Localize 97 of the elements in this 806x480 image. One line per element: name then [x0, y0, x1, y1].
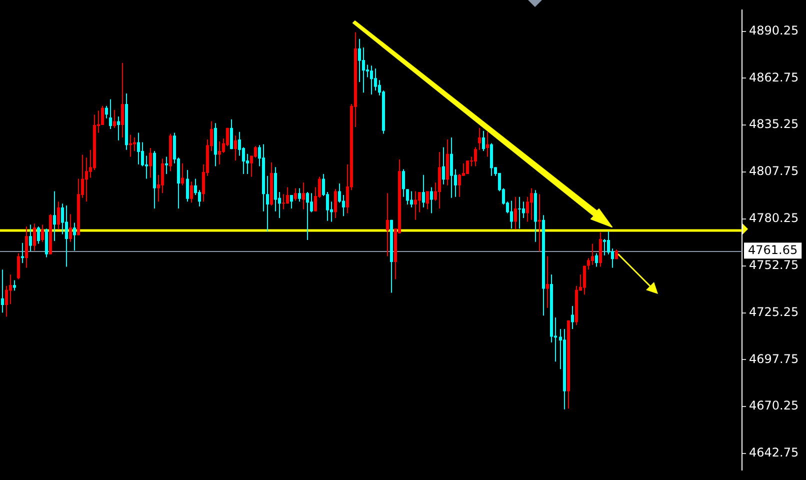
- candlestick: [17, 252, 20, 280]
- y-tick-label: 4890.25: [749, 23, 799, 38]
- candlestick: [37, 226, 40, 244]
- candlestick: [113, 109, 116, 128]
- candlestick: [13, 280, 16, 292]
- candlestick: [121, 62, 124, 138]
- candlestick: [230, 118, 233, 150]
- candlestick: [583, 265, 586, 296]
- candlestick: [430, 186, 433, 214]
- candlestick: [526, 196, 529, 222]
- candlestick: [298, 188, 301, 202]
- candlestick: [85, 157, 88, 202]
- candlestick: [607, 230, 610, 255]
- y-tick-label: 4807.75: [749, 164, 799, 178]
- candlestick: [1, 269, 4, 314]
- candlestick: [57, 201, 60, 230]
- candlestick: [41, 224, 44, 242]
- candlestick: [5, 285, 8, 318]
- candlestick: [310, 192, 313, 213]
- candlestick: [161, 158, 164, 194]
- y-tick-label: 4642.75: [749, 446, 799, 460]
- candlestick: [282, 194, 285, 210]
- candlestick: [133, 136, 136, 152]
- candlestick: [165, 156, 168, 174]
- candlestick: [482, 130, 485, 152]
- candlestick: [514, 196, 517, 230]
- candlestick: [21, 242, 24, 264]
- candlestick: [25, 226, 28, 268]
- candlestick: [290, 194, 293, 209]
- candlestick: [302, 182, 305, 210]
- candlestick: [198, 190, 201, 207]
- ref-line-label: 4761.65: [748, 242, 798, 257]
- candlestick: [546, 256, 549, 308]
- candlestick: [65, 205, 68, 268]
- candlestick: [450, 136, 453, 198]
- candlestick: [422, 174, 425, 208]
- candlestick: [591, 243, 594, 266]
- candlestick: [109, 98, 112, 130]
- y-tick-label: 4862.75: [749, 70, 799, 84]
- candlestick: [141, 142, 144, 167]
- candlestick: [362, 47, 365, 94]
- candlestick: [442, 146, 445, 185]
- candlestick: [149, 148, 152, 178]
- y-tick-label: 4670.25: [749, 398, 799, 413]
- candlestick: [418, 192, 421, 213]
- candlestick: [286, 186, 289, 204]
- candlestick: [101, 105, 104, 126]
- candlestick: [486, 131, 489, 158]
- candlestick: [530, 188, 533, 220]
- candlestick: [510, 200, 513, 230]
- candlestick: [478, 127, 481, 150]
- candlestick: [137, 132, 140, 165]
- candlestick: [587, 258, 590, 270]
- y-tick-label: 4835.25: [749, 117, 799, 132]
- candlestick: [366, 64, 369, 78]
- candlestick: [145, 155, 148, 180]
- candlestick: [410, 190, 413, 208]
- candlestick: [426, 190, 429, 210]
- candlestick: [595, 252, 598, 268]
- candlestick: [33, 223, 36, 252]
- candlestick: [522, 201, 525, 218]
- candlestick: [190, 181, 193, 204]
- candlestick: [61, 203, 64, 235]
- y-tick-label: 4752.75: [749, 258, 799, 272]
- candlestick: [386, 192, 389, 257]
- candlestick: [334, 188, 337, 218]
- candlestick: [186, 170, 189, 202]
- candlestick: [53, 190, 56, 242]
- candlestick: [105, 105, 108, 119]
- candlestick: [474, 146, 477, 167]
- candlestick: [374, 68, 377, 92]
- candlestick: [69, 214, 72, 242]
- candlestick: [218, 140, 221, 165]
- candlestick: [266, 175, 269, 232]
- candlestick: [490, 142, 493, 176]
- candlestick: [117, 116, 120, 141]
- candlestick: [73, 222, 76, 252]
- candlestick: [414, 190, 417, 220]
- candlestick: [571, 306, 574, 330]
- candlestick: [518, 196, 521, 230]
- candlestick: [458, 173, 461, 198]
- candlestick: [306, 192, 309, 240]
- y-tick-label: 4725.25: [749, 304, 799, 319]
- y-tick-label: 4697.75: [749, 352, 799, 366]
- candlestick: [342, 194, 345, 217]
- candlestick: [603, 238, 606, 256]
- candlestick: [9, 274, 12, 305]
- candlestick: [294, 188, 297, 202]
- candlestick: [358, 38, 361, 83]
- candlestick: [338, 183, 341, 204]
- candlestick: [181, 162, 184, 186]
- candlestick: [29, 224, 32, 252]
- candlestick: [370, 65, 373, 95]
- candlestick: [402, 168, 405, 198]
- candlestick: [234, 135, 237, 161]
- y-tick-label: 4780.25: [749, 211, 799, 226]
- candlestick: [406, 188, 409, 206]
